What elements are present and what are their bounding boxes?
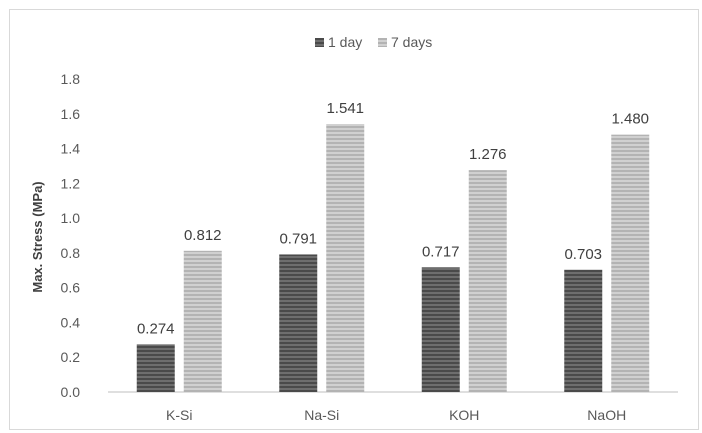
y-tick-label: 1.8	[61, 71, 81, 87]
y-tick-label: 1.4	[61, 141, 81, 157]
data-label: 1.480	[611, 111, 649, 128]
data-label: 0.717	[422, 243, 460, 260]
x-tick-label: NaOH	[587, 407, 626, 423]
data-label: 0.274	[137, 320, 175, 337]
data-label: 1.276	[469, 146, 507, 163]
bar-1-day-naoh	[564, 269, 603, 392]
data-labels: 0.274 0.812 0.791 1.541 0.717 1.276 0.703 1.480	[137, 100, 649, 337]
data-label: 0.812	[184, 227, 222, 244]
legend-swatch-1-day	[315, 38, 324, 47]
y-tick-labels: 0.0 0.2 0.4 0.6 0.8 1.0 1.2 1.4 1.6 1.8	[61, 71, 81, 400]
y-tick-label: 1.6	[61, 106, 81, 122]
data-label: 1.541	[326, 100, 364, 117]
bar-1-day-koh	[421, 267, 460, 392]
x-tick-label: Na-Si	[304, 407, 339, 423]
y-tick-label: 0.4	[61, 314, 81, 330]
x-tick-label: KOH	[449, 407, 479, 423]
legend-swatch-7-days	[378, 38, 387, 47]
bars	[136, 124, 650, 392]
bar-1-day-na-si	[279, 254, 318, 392]
bar-7-days-naoh	[611, 134, 650, 392]
y-tick-label: 0.0	[61, 384, 81, 400]
bar-7-days-k-si	[183, 250, 222, 392]
bar-7-days-na-si	[326, 124, 365, 392]
y-tick-label: 0.8	[61, 245, 81, 261]
y-axis-title: Max. Stress (MPa)	[30, 181, 45, 292]
data-label: 0.791	[279, 230, 317, 247]
bar-1-day-k-si	[136, 344, 175, 392]
y-tick-label: 1.2	[61, 175, 81, 191]
legend: 1 day 7 days	[315, 34, 432, 50]
data-label: 0.703	[564, 246, 602, 263]
legend-label-7-days: 7 days	[391, 34, 432, 50]
x-tick-label: K-Si	[166, 407, 192, 423]
legend-label-1-day: 1 day	[328, 34, 362, 50]
x-tick-labels: K-Si Na-Si KOH NaOH	[166, 407, 626, 423]
y-tick-label: 0.2	[61, 349, 81, 365]
y-tick-label: 1.0	[61, 210, 81, 226]
bar-7-days-koh	[468, 170, 507, 392]
y-tick-label: 0.6	[61, 280, 81, 296]
